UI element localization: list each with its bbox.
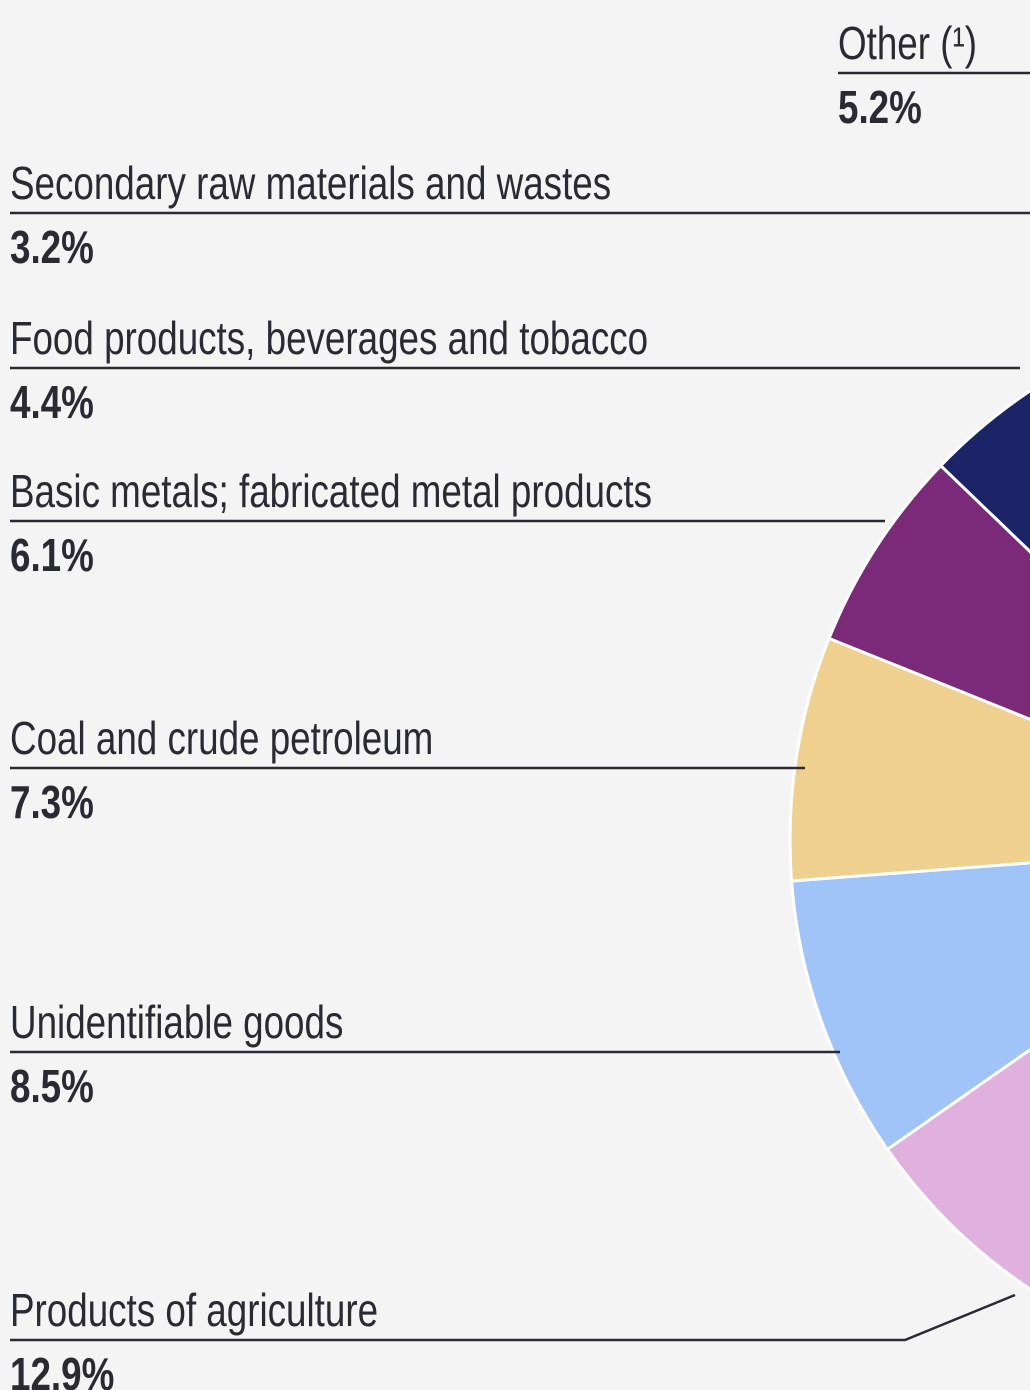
pie-slice: [827, 463, 1030, 721]
slice-value: 5.2%: [838, 81, 922, 133]
label-group: Coal and crude petroleum: [10, 712, 433, 764]
value-group: 6.1%: [10, 529, 94, 581]
slice-value: 7.3%: [10, 776, 94, 828]
label-group: Products of agriculture: [10, 1284, 378, 1336]
value-group: 3.2%: [10, 221, 94, 273]
label-group: Food products, beverages and tobacco: [10, 312, 648, 364]
slice-label: Unidentifiable goods: [10, 996, 343, 1048]
label-group: Other (¹): [838, 17, 977, 69]
slice-value: 6.1%: [10, 529, 94, 581]
value-group: 5.2%: [838, 81, 922, 133]
value-group: 4.4%: [10, 376, 94, 428]
slice-label: Food products, beverages and tobacco: [10, 312, 648, 364]
slice-value: 3.2%: [10, 221, 94, 273]
label-group: Unidentifiable goods: [10, 996, 343, 1048]
slice-label: Basic metals; fabricated metal products: [10, 465, 652, 517]
value-group: 7.3%: [10, 776, 94, 828]
slice-value: 12.9%: [10, 1348, 114, 1390]
pie-slice: [788, 636, 1030, 883]
leader-line: [10, 1293, 1016, 1342]
value-group: 12.9%: [10, 1348, 114, 1390]
slice-label: Coal and crude petroleum: [10, 712, 433, 764]
slice-label: Secondary raw materials and wastes: [10, 157, 611, 209]
pie-slice: [885, 1047, 1030, 1291]
label-group: Basic metals; fabricated metal products: [10, 465, 652, 517]
slice-value: 8.5%: [10, 1060, 94, 1112]
slice-label: Other (¹): [838, 17, 977, 69]
value-group: 8.5%: [10, 1060, 94, 1112]
slice-value: 4.4%: [10, 376, 94, 428]
slice-label: Products of agriculture: [10, 1284, 378, 1336]
pie-slice: [789, 861, 1030, 1152]
label-group: Secondary raw materials and wastes: [10, 157, 611, 209]
pie-slice: [938, 389, 1030, 554]
